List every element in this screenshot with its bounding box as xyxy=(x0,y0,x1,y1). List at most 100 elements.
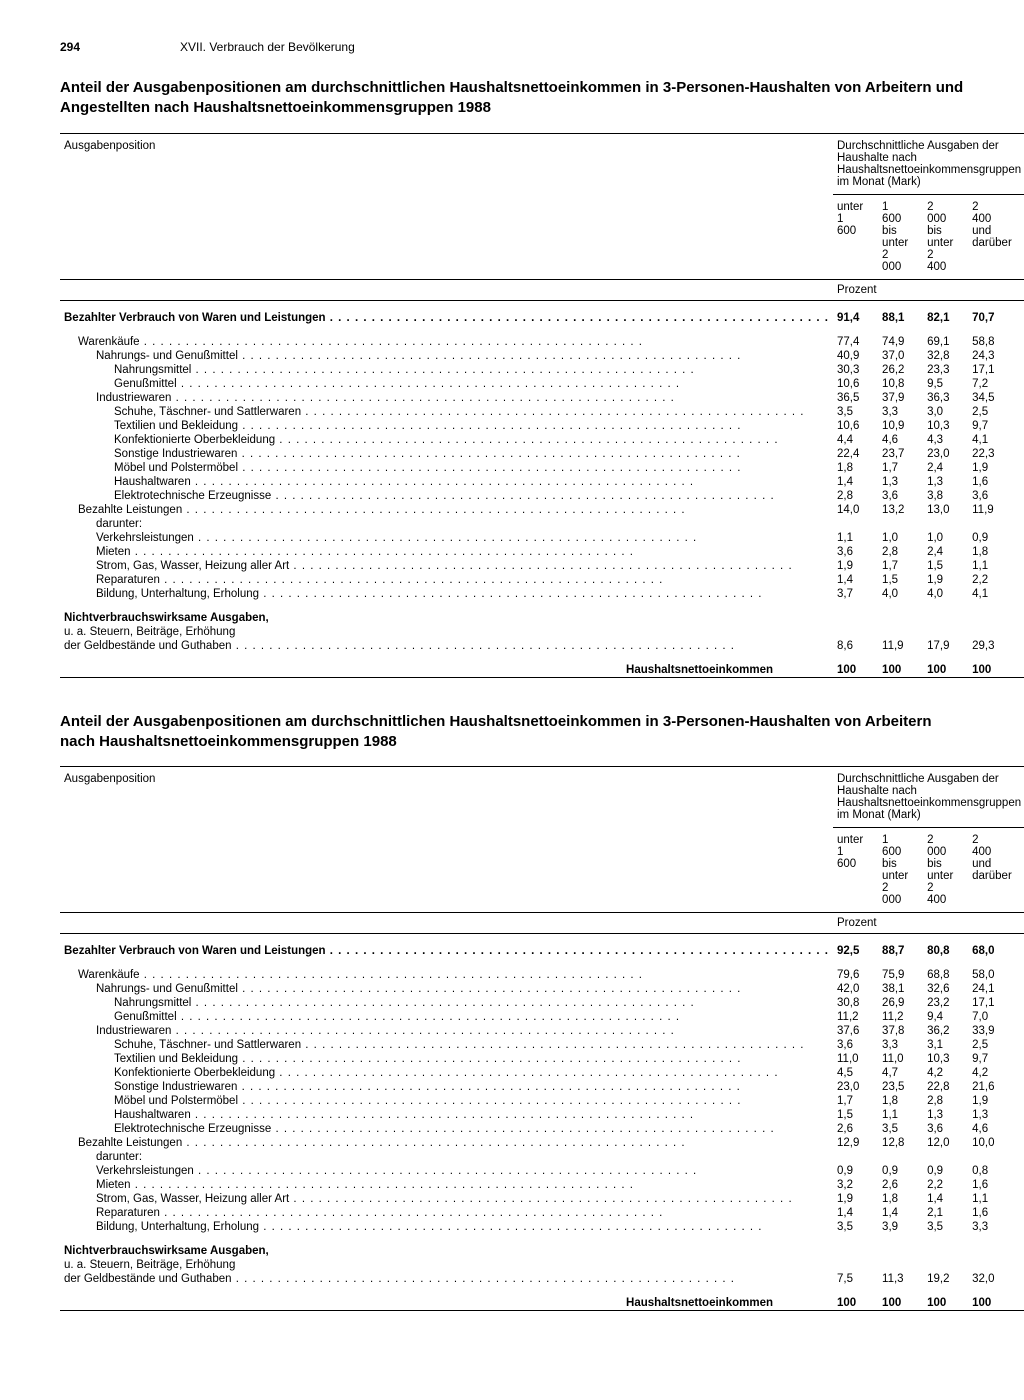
row-value: 3,1 xyxy=(923,1038,968,1052)
row-value: 58,0 xyxy=(968,968,1024,982)
row-label: Nichtverbrauchswirksame Ausgaben, xyxy=(60,611,833,625)
row-value: 37,6 xyxy=(833,1024,878,1038)
row-value: 2,4 xyxy=(923,461,968,475)
row-value: 33,9 xyxy=(968,1024,1024,1038)
row-value: 0,9 xyxy=(923,1164,968,1178)
row-value: 11,9 xyxy=(968,503,1024,517)
table-title: Anteil der Ausgabenpositionen am durchsc… xyxy=(60,78,964,119)
row-value xyxy=(833,517,878,531)
page-number: 294 xyxy=(60,40,180,54)
row-value: 30,8 xyxy=(833,996,878,1010)
row-value: 3,0 xyxy=(923,405,968,419)
row-value: 2,1 xyxy=(923,1206,968,1220)
row-value: 100 xyxy=(878,1296,923,1311)
table-title: Anteil der Ausgabenpositionen am durchsc… xyxy=(60,712,964,753)
row-value: 23,5 xyxy=(878,1080,923,1094)
row-label: Textilien und Bekleidung xyxy=(60,419,833,433)
section-title: XVII. Verbrauch der Bevölkerung xyxy=(180,40,355,54)
row-value: 9,7 xyxy=(968,419,1024,433)
row-value: 4,5 xyxy=(833,1066,878,1080)
row-value: 1,5 xyxy=(923,559,968,573)
row-value: 12,0 xyxy=(923,1136,968,1150)
row-value: 82,1 xyxy=(923,311,968,325)
row-value: 32,8 xyxy=(923,349,968,363)
row-value: 1,9 xyxy=(833,1192,878,1206)
row-value xyxy=(968,625,1024,639)
row-value xyxy=(968,1244,1024,1258)
row-value: 23,0 xyxy=(833,1080,878,1094)
row-value: 0,9 xyxy=(878,1164,923,1178)
row-value: 1,7 xyxy=(878,461,923,475)
row-label: darunter: xyxy=(60,1150,833,1164)
row-label: Haushaltsnettoeinkommen xyxy=(60,663,833,678)
row-value: 1,9 xyxy=(968,461,1024,475)
row-value: 2,8 xyxy=(878,545,923,559)
row-value: 10,6 xyxy=(833,377,878,391)
row-value: 2,5 xyxy=(968,1038,1024,1052)
row-value: 7,5 xyxy=(833,1272,878,1286)
row-label: Schuhe, Täschner- und Sattlerwaren xyxy=(60,405,833,419)
row-label: Mieten xyxy=(60,545,833,559)
row-value xyxy=(923,1258,968,1272)
row-value: 26,9 xyxy=(878,996,923,1010)
row-label: Strom, Gas, Wasser, Heizung aller Art xyxy=(60,1192,833,1206)
row-value: 4,2 xyxy=(923,1066,968,1080)
row-value: 1,4 xyxy=(833,475,878,489)
row-value: 17,9 xyxy=(923,639,968,653)
row-label: Genußmittel xyxy=(60,1010,833,1024)
row-value xyxy=(833,1258,878,1272)
row-label: Sonstige Industriewaren xyxy=(60,447,833,461)
row-value: 80,8 xyxy=(923,944,968,958)
row-label: Haushaltwaren xyxy=(60,1108,833,1122)
row-value: 1,7 xyxy=(878,559,923,573)
row-value: 36,3 xyxy=(923,391,968,405)
row-value: 3,9 xyxy=(878,1220,923,1234)
row-value: 1,8 xyxy=(968,545,1024,559)
row-value: 1,6 xyxy=(968,475,1024,489)
row-label: Nahrungs- und Genußmittel xyxy=(60,982,833,996)
row-value xyxy=(878,1258,923,1272)
row-value: 3,7 xyxy=(833,587,878,601)
row-value: 1,9 xyxy=(923,573,968,587)
row-label: Konfektionierte Oberbekleidung xyxy=(60,1066,833,1080)
row-value: 23,7 xyxy=(878,447,923,461)
row-value: 3,6 xyxy=(833,545,878,559)
row-value: 79,6 xyxy=(833,968,878,982)
row-value xyxy=(923,1150,968,1164)
row-value: 4,0 xyxy=(923,587,968,601)
row-value: 1,8 xyxy=(878,1192,923,1206)
row-value: 1,4 xyxy=(833,1206,878,1220)
row-value: 4,7 xyxy=(878,1066,923,1080)
row-value: 100 xyxy=(968,663,1024,678)
row-value xyxy=(833,1150,878,1164)
row-value: 58,8 xyxy=(968,335,1024,349)
row-value: 36,2 xyxy=(923,1024,968,1038)
row-label: der Geldbestände und Guthaben xyxy=(60,1272,833,1286)
row-value: 2,6 xyxy=(833,1122,878,1136)
row-value: 38,1 xyxy=(878,982,923,996)
row-value xyxy=(833,611,878,625)
row-value: 4,4 xyxy=(833,433,878,447)
row-value: 1,0 xyxy=(878,531,923,545)
page-header: 294 XVII. Verbrauch der Bevölkerung xyxy=(60,40,964,54)
row-value: 1,7 xyxy=(833,1094,878,1108)
row-value: 2,8 xyxy=(923,1094,968,1108)
row-value: 1,8 xyxy=(878,1094,923,1108)
data-table: AusgabenpositionDurchschnittliche Ausgab… xyxy=(60,766,1024,1311)
row-value: 2,8 xyxy=(833,489,878,503)
row-value: 100 xyxy=(878,663,923,678)
row-value: 100 xyxy=(968,1296,1024,1311)
row-value: 22,8 xyxy=(923,1080,968,1094)
row-label: Bildung, Unterhaltung, Erholung xyxy=(60,587,833,601)
row-value: 24,3 xyxy=(968,349,1024,363)
row-value: 17,1 xyxy=(968,363,1024,377)
row-label: Nahrungsmittel xyxy=(60,363,833,377)
row-label: Genußmittel xyxy=(60,377,833,391)
row-value: 10,3 xyxy=(923,419,968,433)
row-value: 1,3 xyxy=(968,1108,1024,1122)
row-value: 1,3 xyxy=(878,475,923,489)
row-value: 14,0 xyxy=(833,503,878,517)
row-value: 40,9 xyxy=(833,349,878,363)
row-value: 37,9 xyxy=(878,391,923,405)
row-value: 37,0 xyxy=(878,349,923,363)
